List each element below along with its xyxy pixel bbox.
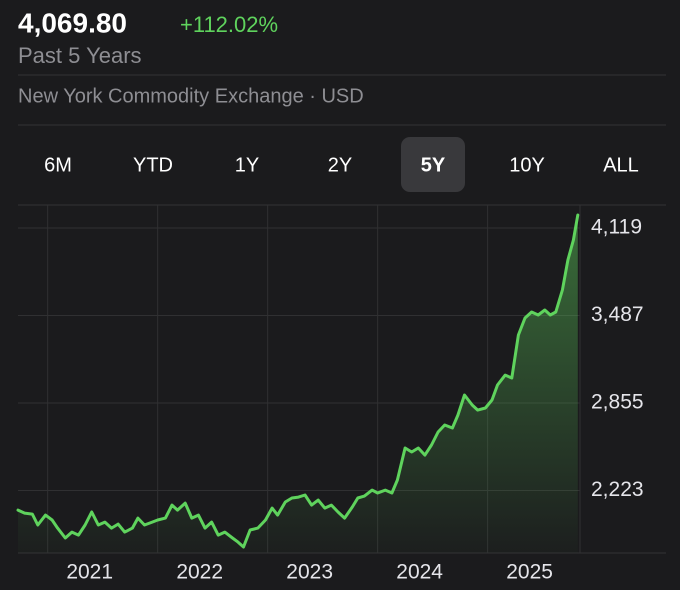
range-tab[interactable]: 1Y [235, 154, 259, 176]
y-tick-label: 2,223 [591, 478, 644, 501]
x-tick-label: 2022 [176, 561, 223, 584]
range-tab[interactable]: 2Y [328, 154, 352, 176]
x-tick-label: 2025 [506, 561, 553, 584]
range-tab[interactable]: ALL [603, 154, 639, 176]
y-tick-label: 3,487 [591, 303, 644, 326]
y-tick-label: 4,119 [591, 216, 642, 239]
range-tab[interactable]: 10Y [509, 154, 545, 176]
y-tick-label: 2,855 [591, 391, 644, 414]
range-tab[interactable]: 6M [44, 154, 72, 176]
x-tick-label: 2024 [396, 561, 443, 584]
price: 4,069.80 [18, 7, 127, 38]
range-tabs: 6M YTD 1Y 2Y 5Y 10Y ALL [44, 137, 639, 192]
range-tab[interactable]: YTD [133, 154, 173, 176]
range-tab[interactable]: 5Y [421, 154, 446, 176]
exchange: New York Commodity Exchange · USD [18, 85, 364, 107]
period: Past 5 Years [18, 43, 142, 68]
x-tick-label: 2021 [66, 561, 113, 584]
x-tick-label: 2023 [286, 561, 333, 584]
plot: 2,223 2,855 3,487 4,119 2021 2022 2023 2024 2025 [16, 205, 644, 584]
price-line [16, 213, 580, 549]
tab-selected-bg [401, 137, 465, 192]
price-area [18, 215, 578, 553]
change: +112.02% [180, 12, 278, 37]
